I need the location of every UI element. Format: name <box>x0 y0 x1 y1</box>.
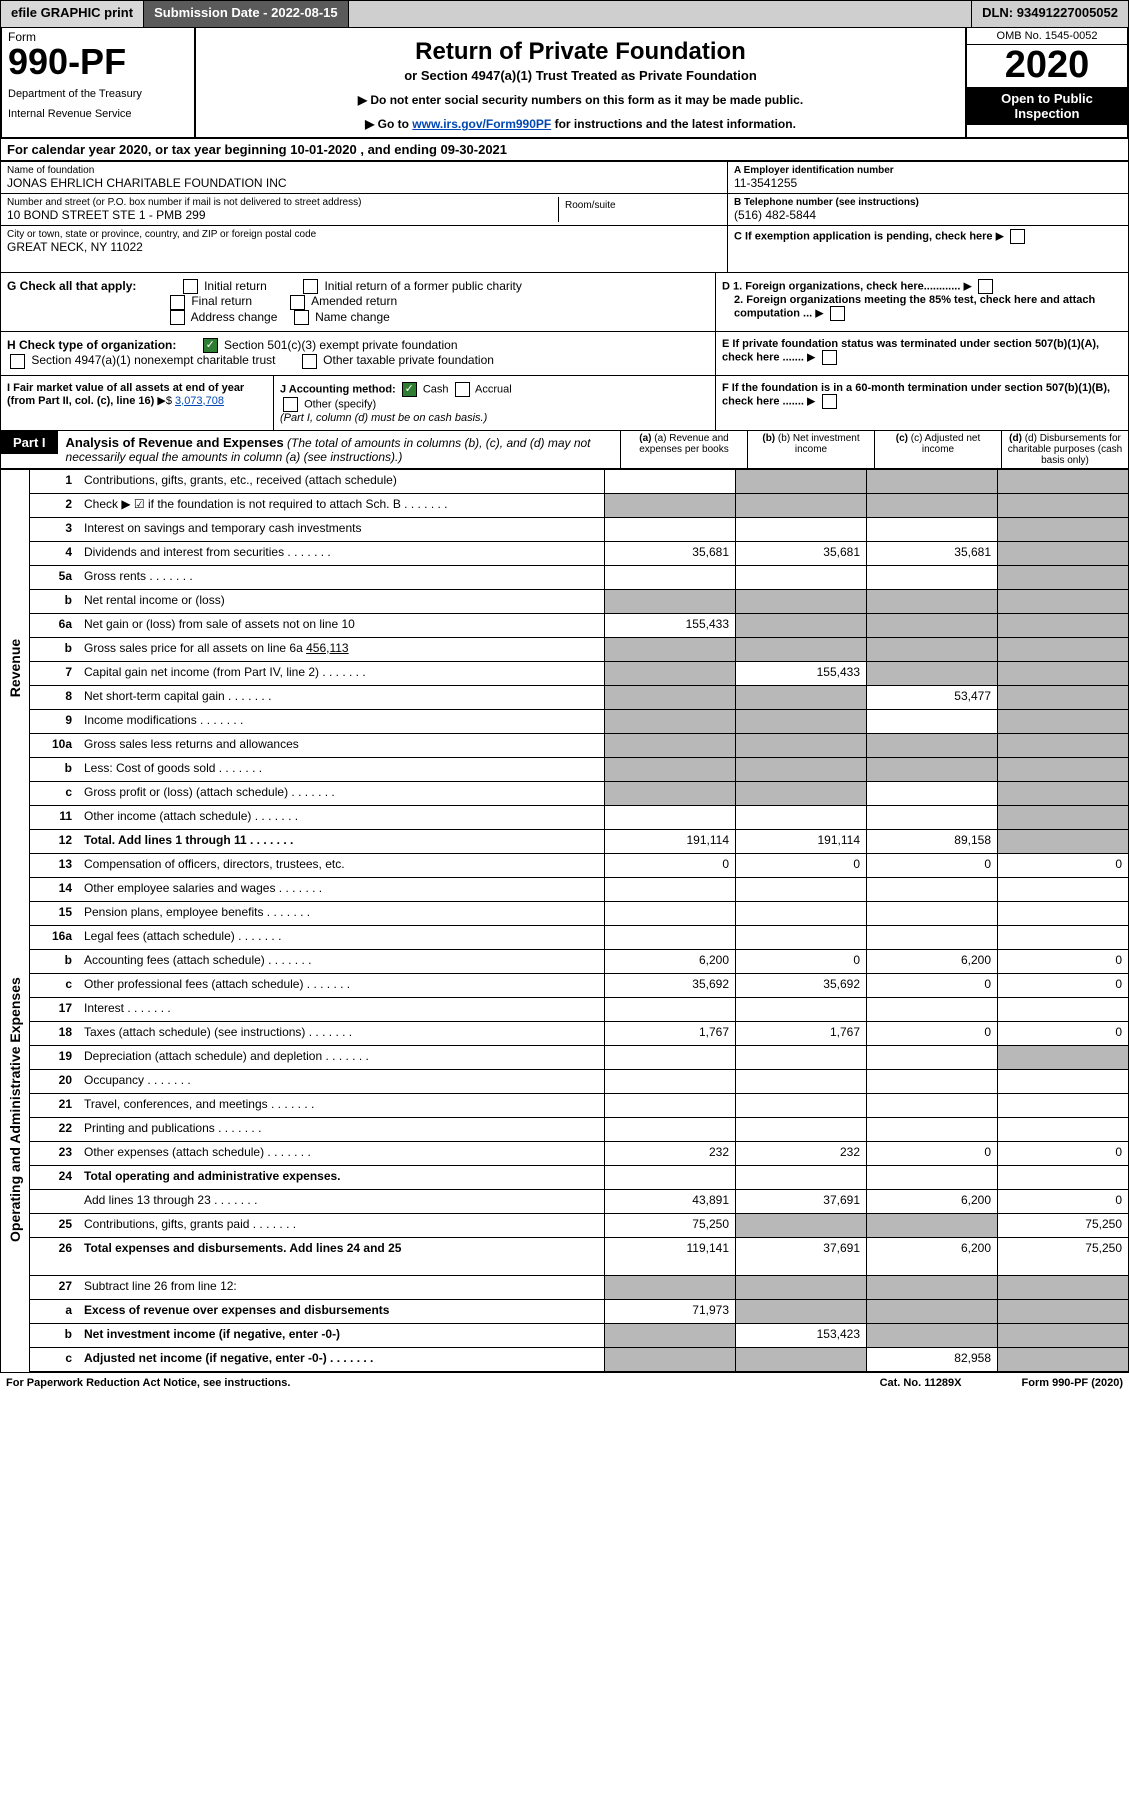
final-return-cb[interactable] <box>170 295 185 310</box>
address-change-cb[interactable] <box>170 310 185 325</box>
col-a-header: (a) (a) Revenue and expenses per books <box>620 431 747 468</box>
section-gd: G Check all that apply: Initial return I… <box>0 273 1129 332</box>
cash-basis-note: (Part I, column (d) must be on cash basi… <box>280 412 487 424</box>
col-b-header: (b) (b) Net investment income <box>747 431 874 468</box>
col-c-header: (c) (c) Adjusted net income <box>874 431 1001 468</box>
irs-label: Internal Revenue Service <box>8 108 188 120</box>
501c3-cb[interactable] <box>203 338 218 353</box>
part1-header-row: Part I Analysis of Revenue and Expenses … <box>0 431 1129 469</box>
tel-label: B Telephone number (see instructions) <box>734 197 1122 208</box>
name-change-cb[interactable] <box>294 310 309 325</box>
section-d2: 2. Foreign organizations meeting the 85%… <box>734 294 1095 319</box>
initial-return-cb[interactable] <box>183 279 198 294</box>
section-he: H Check type of organization: Section 50… <box>0 332 1129 376</box>
city-state-zip: GREAT NECK, NY 11022 <box>7 240 721 254</box>
form-ref: Form 990-PF (2020) <box>1022 1377 1123 1389</box>
foundation-name: JONAS EHRLICH CHARITABLE FOUNDATION INC <box>7 176 721 190</box>
footer: For Paperwork Reduction Act Notice, see … <box>0 1373 1129 1393</box>
section-c: C If exemption application is pending, c… <box>734 230 993 242</box>
amended-cb[interactable] <box>290 295 305 310</box>
open-public: Open to Public Inspection <box>967 87 1127 125</box>
street-label: Number and street (or P.O. box number if… <box>7 197 558 208</box>
cash-cb[interactable] <box>402 382 417 397</box>
section-f: F If the foundation is in a 60-month ter… <box>722 382 1110 407</box>
efile-print-button[interactable]: efile GRAPHIC print <box>1 1 144 27</box>
initial-former-cb[interactable] <box>303 279 318 294</box>
dept-treasury: Department of the Treasury <box>8 88 188 100</box>
part-i-tab: Part I <box>1 431 58 454</box>
part-i-table: Revenue 1 Contributions, gifts, grants, … <box>0 469 1129 1373</box>
ssn-warning: ▶ Do not enter social security numbers o… <box>202 93 959 107</box>
4947-cb[interactable] <box>10 354 25 369</box>
foundation-name-label: Name of foundation <box>7 165 721 176</box>
room-label: Room/suite <box>565 200 715 211</box>
ein-label: A Employer identification number <box>734 165 1122 176</box>
city-label: City or town, state or province, country… <box>7 229 721 240</box>
form-number: 990-PF <box>8 44 188 80</box>
section-ijf: I Fair market value of all assets at end… <box>0 376 1129 431</box>
section-d1: D 1. Foreign organizations, check here..… <box>722 280 960 292</box>
form-header: Form 990-PF Department of the Treasury I… <box>0 28 1129 139</box>
tax-year: 2020 <box>967 45 1127 87</box>
section-e: E If private foundation status was termi… <box>722 338 1099 363</box>
accrual-cb[interactable] <box>455 382 470 397</box>
goto-link: ▶ Go to www.irs.gov/Form990PF for instru… <box>202 117 959 131</box>
d1-checkbox[interactable] <box>978 279 993 294</box>
dln: DLN: 93491227005052 <box>971 1 1128 27</box>
paperwork-notice: For Paperwork Reduction Act Notice, see … <box>6 1377 290 1389</box>
submission-date: Submission Date - 2022-08-15 <box>144 1 349 27</box>
section-c-checkbox[interactable] <box>1010 229 1025 244</box>
form-subtitle: or Section 4947(a)(1) Trust Treated as P… <box>202 68 959 83</box>
top-bar: efile GRAPHIC print Submission Date - 20… <box>0 0 1129 28</box>
f-checkbox[interactable] <box>822 394 837 409</box>
form-title: Return of Private Foundation <box>202 38 959 66</box>
other-cb[interactable] <box>283 397 298 412</box>
col-d-header: (d) (d) Disbursements for charitable pur… <box>1001 431 1128 468</box>
tel-value: (516) 482-5844 <box>734 208 1122 222</box>
street-address: 10 BOND STREET STE 1 - PMB 299 <box>7 208 558 222</box>
info-section: Name of foundationJONAS EHRLICH CHARITAB… <box>0 161 1129 273</box>
part-i-title: Analysis of Revenue and Expenses (The to… <box>58 431 620 468</box>
calendar-year-row: For calendar year 2020, or tax year begi… <box>0 139 1129 161</box>
fair-market-value[interactable]: 3,073,708 <box>175 395 224 407</box>
irs-link[interactable]: www.irs.gov/Form990PF <box>412 117 551 131</box>
ein-value: 11-3541255 <box>734 176 1122 190</box>
other-taxable-cb[interactable] <box>302 354 317 369</box>
e-checkbox[interactable] <box>822 350 837 365</box>
omb-number: OMB No. 1545-0052 <box>967 28 1127 45</box>
d2-checkbox[interactable] <box>830 306 845 321</box>
cat-no: Cat. No. 11289X <box>880 1377 962 1389</box>
